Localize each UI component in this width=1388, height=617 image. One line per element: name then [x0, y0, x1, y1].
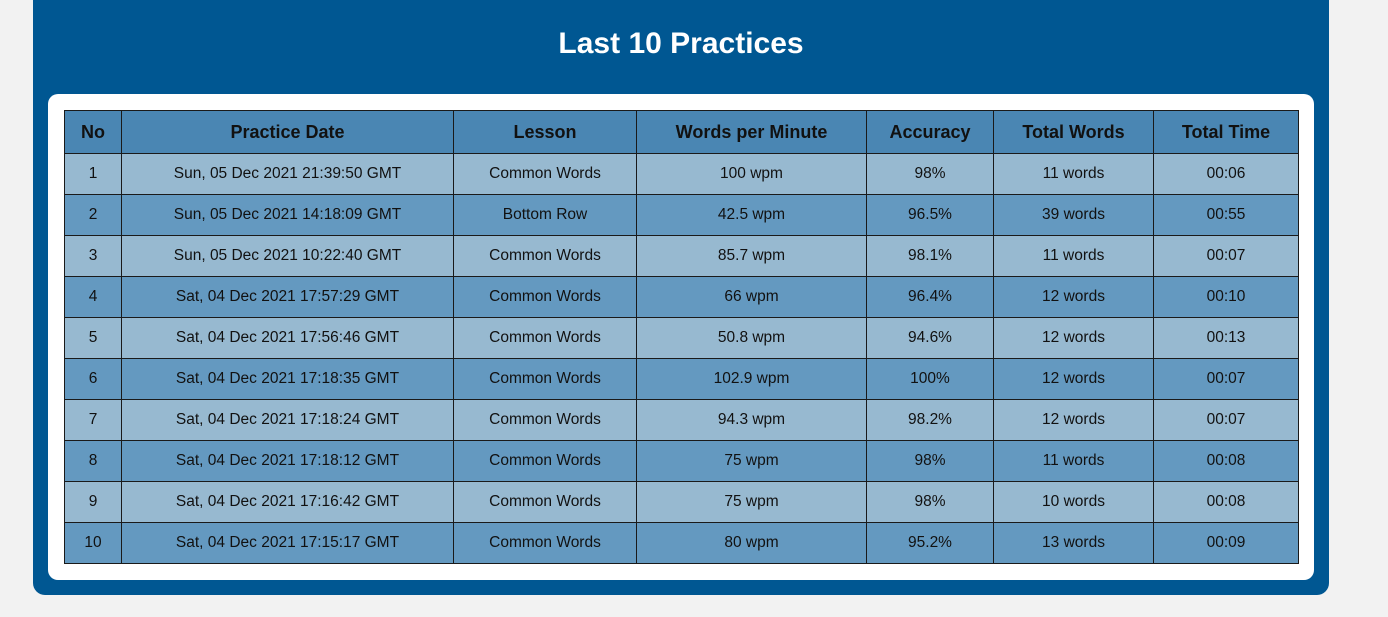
cell-wpm: 66 wpm [636, 276, 867, 318]
cell-total-words: 39 words [993, 194, 1154, 236]
cell-no: 6 [64, 358, 122, 400]
cell-wpm: 42.5 wpm [636, 194, 867, 236]
cell-accuracy: 98.2% [866, 399, 994, 441]
cell-wpm: 50.8 wpm [636, 317, 867, 359]
cell-practice-date: Sat, 04 Dec 2021 17:16:42 GMT [121, 481, 454, 523]
table-row: 1 Sun, 05 Dec 2021 21:39:50 GMT Common Wor… [64, 153, 1299, 195]
cell-practice-date: Sun, 05 Dec 2021 14:18:09 GMT [121, 194, 454, 236]
cell-lesson: Common Words [453, 235, 637, 277]
cell-practice-date: Sat, 04 Dec 2021 17:18:12 GMT [121, 440, 454, 482]
cell-lesson: Common Words [453, 481, 637, 523]
column-header-lesson: Lesson [453, 110, 637, 154]
cell-wpm: 80 wpm [636, 522, 867, 564]
cell-total-time: 00:09 [1153, 522, 1299, 564]
practices-table: No Practice Date Lesson Words per Minute… [64, 110, 1299, 564]
cell-no: 1 [64, 153, 122, 195]
table-row: 8 Sat, 04 Dec 2021 17:18:12 GMT Common Wor… [64, 440, 1299, 482]
cell-wpm: 75 wpm [636, 481, 867, 523]
cell-practice-date: Sat, 04 Dec 2021 17:56:46 GMT [121, 317, 454, 359]
cell-accuracy: 98% [866, 481, 994, 523]
column-header-total-words: Total Words [993, 110, 1154, 154]
cell-total-time: 00:08 [1153, 481, 1299, 523]
cell-lesson: Common Words [453, 358, 637, 400]
cell-wpm: 102.9 wpm [636, 358, 867, 400]
table-card: No Practice Date Lesson Words per Minute… [48, 94, 1314, 580]
table-row: 2 Sun, 05 Dec 2021 14:18:09 GMT Bottom Row… [64, 194, 1299, 236]
cell-total-words: 12 words [993, 317, 1154, 359]
cell-total-time: 00:07 [1153, 358, 1299, 400]
table-row: 3 Sun, 05 Dec 2021 10:22:40 GMT Common Wor… [64, 235, 1299, 277]
cell-no: 9 [64, 481, 122, 523]
cell-lesson: Common Words [453, 153, 637, 195]
cell-practice-date: Sun, 05 Dec 2021 10:22:40 GMT [121, 235, 454, 277]
cell-no: 2 [64, 194, 122, 236]
cell-no: 4 [64, 276, 122, 318]
table-row: 10 Sat, 04 Dec 2021 17:15:17 GMT Common Wo… [64, 522, 1299, 564]
table-row: 4 Sat, 04 Dec 2021 17:57:29 GMT Common Wor… [64, 276, 1299, 318]
table-row: 9 Sat, 04 Dec 2021 17:16:42 GMT Common Wor… [64, 481, 1299, 523]
column-header-total-time: Total Time [1153, 110, 1299, 154]
cell-total-time: 00:08 [1153, 440, 1299, 482]
table-row: 7 Sat, 04 Dec 2021 17:18:24 GMT Common Wor… [64, 399, 1299, 441]
cell-no: 10 [64, 522, 122, 564]
cell-total-words: 11 words [993, 153, 1154, 195]
cell-total-words: 11 words [993, 440, 1154, 482]
cell-total-words: 12 words [993, 399, 1154, 441]
cell-no: 7 [64, 399, 122, 441]
cell-no: 8 [64, 440, 122, 482]
cell-practice-date: Sat, 04 Dec 2021 17:57:29 GMT [121, 276, 454, 318]
cell-total-words: 10 words [993, 481, 1154, 523]
cell-total-words: 13 words [993, 522, 1154, 564]
cell-practice-date: Sat, 04 Dec 2021 17:15:17 GMT [121, 522, 454, 564]
cell-wpm: 100 wpm [636, 153, 867, 195]
table-header-row: No Practice Date Lesson Words per Minute… [64, 110, 1299, 154]
column-header-no: No [64, 110, 122, 154]
cell-total-time: 00:07 [1153, 235, 1299, 277]
cell-accuracy: 96.5% [866, 194, 994, 236]
cell-total-time: 00:06 [1153, 153, 1299, 195]
table-row: 6 Sat, 04 Dec 2021 17:18:35 GMT Common Wor… [64, 358, 1299, 400]
column-header-practice-date: Practice Date [121, 110, 454, 154]
cell-lesson: Bottom Row [453, 194, 637, 236]
cell-total-time: 00:07 [1153, 399, 1299, 441]
cell-lesson: Common Words [453, 276, 637, 318]
column-header-words-per-minute: Words per Minute [636, 110, 867, 154]
cell-total-time: 00:55 [1153, 194, 1299, 236]
cell-total-time: 00:10 [1153, 276, 1299, 318]
cell-accuracy: 98.1% [866, 235, 994, 277]
cell-total-time: 00:13 [1153, 317, 1299, 359]
cell-no: 3 [64, 235, 122, 277]
cell-accuracy: 98% [866, 153, 994, 195]
cell-total-words: 12 words [993, 276, 1154, 318]
cell-accuracy: 94.6% [866, 317, 994, 359]
practices-panel: Last 10 Practices No Practice Date Lesso… [33, 0, 1329, 595]
cell-lesson: Common Words [453, 522, 637, 564]
cell-wpm: 75 wpm [636, 440, 867, 482]
cell-practice-date: Sun, 05 Dec 2021 21:39:50 GMT [121, 153, 454, 195]
cell-accuracy: 100% [866, 358, 994, 400]
cell-total-words: 12 words [993, 358, 1154, 400]
cell-wpm: 94.3 wpm [636, 399, 867, 441]
cell-wpm: 85.7 wpm [636, 235, 867, 277]
cell-total-words: 11 words [993, 235, 1154, 277]
cell-accuracy: 96.4% [866, 276, 994, 318]
cell-accuracy: 95.2% [866, 522, 994, 564]
cell-accuracy: 98% [866, 440, 994, 482]
cell-lesson: Common Words [453, 440, 637, 482]
cell-lesson: Common Words [453, 317, 637, 359]
cell-practice-date: Sat, 04 Dec 2021 17:18:35 GMT [121, 358, 454, 400]
cell-practice-date: Sat, 04 Dec 2021 17:18:24 GMT [121, 399, 454, 441]
cell-no: 5 [64, 317, 122, 359]
table-row: 5 Sat, 04 Dec 2021 17:56:46 GMT Common Wor… [64, 317, 1299, 359]
column-header-accuracy: Accuracy [866, 110, 994, 154]
page-title: Last 10 Practices [558, 27, 804, 60]
cell-lesson: Common Words [453, 399, 637, 441]
